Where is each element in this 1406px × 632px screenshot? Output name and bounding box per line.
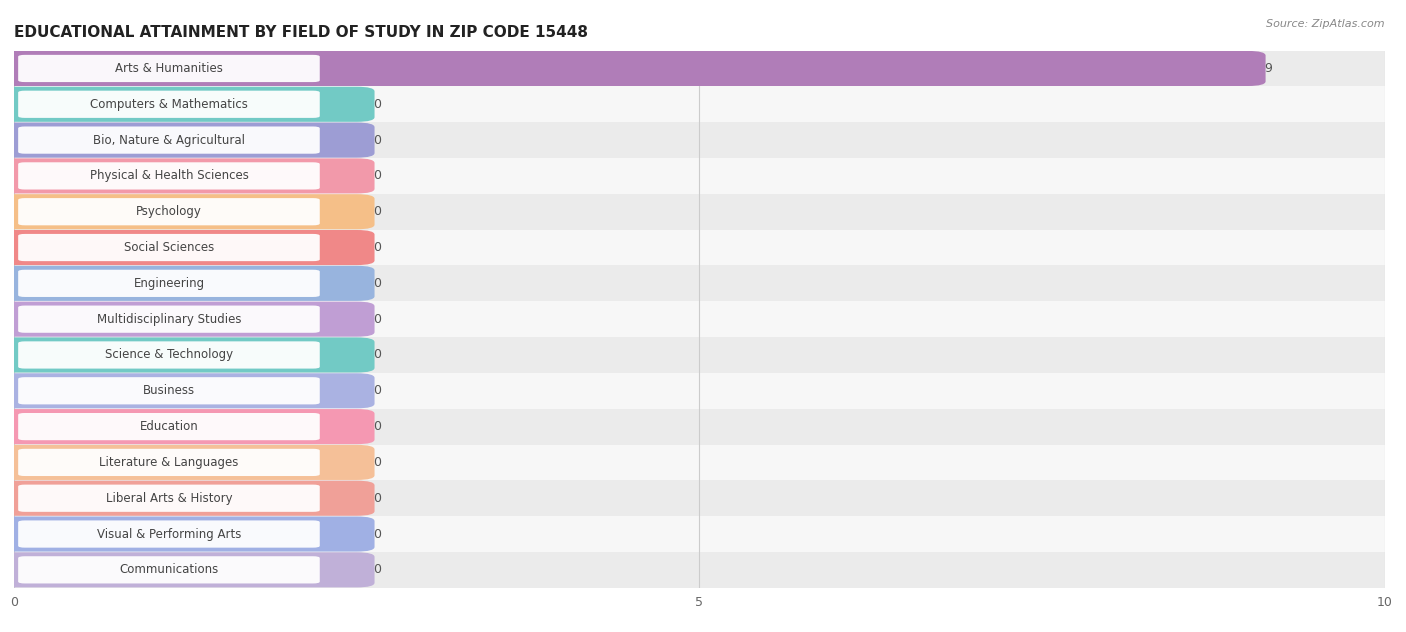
FancyBboxPatch shape: [0, 51, 1265, 86]
Text: Education: Education: [139, 420, 198, 433]
Text: 0: 0: [373, 277, 381, 290]
Text: 9: 9: [1264, 62, 1272, 75]
FancyBboxPatch shape: [18, 162, 319, 190]
Text: Visual & Performing Arts: Visual & Performing Arts: [97, 528, 242, 540]
Text: Business: Business: [143, 384, 195, 398]
Bar: [14, 229, 1385, 265]
Text: 0: 0: [373, 98, 381, 111]
FancyBboxPatch shape: [18, 341, 319, 368]
Text: 0: 0: [373, 492, 381, 505]
FancyBboxPatch shape: [0, 445, 374, 480]
Text: Science & Technology: Science & Technology: [105, 348, 233, 362]
FancyBboxPatch shape: [0, 337, 374, 372]
Text: Communications: Communications: [120, 563, 218, 576]
Text: 0: 0: [373, 169, 381, 183]
Bar: [14, 122, 1385, 158]
Text: Engineering: Engineering: [134, 277, 204, 290]
Text: Liberal Arts & History: Liberal Arts & History: [105, 492, 232, 505]
Bar: [14, 516, 1385, 552]
Text: 0: 0: [373, 563, 381, 576]
FancyBboxPatch shape: [0, 194, 374, 229]
Bar: [14, 158, 1385, 194]
Text: 0: 0: [373, 456, 381, 469]
FancyBboxPatch shape: [0, 374, 374, 408]
Bar: [14, 265, 1385, 301]
Text: Literature & Languages: Literature & Languages: [100, 456, 239, 469]
Bar: [14, 337, 1385, 373]
FancyBboxPatch shape: [18, 556, 319, 583]
Text: 0: 0: [373, 313, 381, 325]
FancyBboxPatch shape: [0, 301, 374, 337]
FancyBboxPatch shape: [0, 481, 374, 516]
FancyBboxPatch shape: [18, 198, 319, 226]
FancyBboxPatch shape: [18, 377, 319, 404]
Bar: [14, 444, 1385, 480]
Text: Social Sciences: Social Sciences: [124, 241, 214, 254]
Bar: [14, 51, 1385, 87]
FancyBboxPatch shape: [18, 520, 319, 548]
Text: 0: 0: [373, 348, 381, 362]
FancyBboxPatch shape: [0, 123, 374, 157]
FancyBboxPatch shape: [0, 552, 374, 587]
FancyBboxPatch shape: [18, 449, 319, 476]
FancyBboxPatch shape: [0, 266, 374, 301]
Bar: [14, 480, 1385, 516]
FancyBboxPatch shape: [0, 159, 374, 193]
Text: 0: 0: [373, 205, 381, 218]
Text: 0: 0: [373, 528, 381, 540]
Text: Multidisciplinary Studies: Multidisciplinary Studies: [97, 313, 242, 325]
Bar: [14, 194, 1385, 229]
Text: 0: 0: [373, 420, 381, 433]
FancyBboxPatch shape: [18, 55, 319, 82]
Bar: [14, 373, 1385, 409]
Text: Physical & Health Sciences: Physical & Health Sciences: [90, 169, 249, 183]
FancyBboxPatch shape: [18, 485, 319, 512]
FancyBboxPatch shape: [0, 516, 374, 552]
FancyBboxPatch shape: [18, 413, 319, 441]
Text: Psychology: Psychology: [136, 205, 202, 218]
Text: Arts & Humanities: Arts & Humanities: [115, 62, 224, 75]
FancyBboxPatch shape: [18, 126, 319, 154]
Text: 0: 0: [373, 241, 381, 254]
Text: 0: 0: [373, 384, 381, 398]
Bar: [14, 552, 1385, 588]
Text: Bio, Nature & Agricultural: Bio, Nature & Agricultural: [93, 133, 245, 147]
Text: Computers & Mathematics: Computers & Mathematics: [90, 98, 247, 111]
Bar: [14, 301, 1385, 337]
Text: Source: ZipAtlas.com: Source: ZipAtlas.com: [1267, 19, 1385, 29]
FancyBboxPatch shape: [0, 230, 374, 265]
FancyBboxPatch shape: [18, 90, 319, 118]
FancyBboxPatch shape: [0, 409, 374, 444]
FancyBboxPatch shape: [0, 87, 374, 122]
Bar: [14, 87, 1385, 122]
FancyBboxPatch shape: [18, 305, 319, 333]
Text: EDUCATIONAL ATTAINMENT BY FIELD OF STUDY IN ZIP CODE 15448: EDUCATIONAL ATTAINMENT BY FIELD OF STUDY…: [14, 25, 588, 40]
Bar: [14, 409, 1385, 444]
FancyBboxPatch shape: [18, 234, 319, 261]
FancyBboxPatch shape: [18, 270, 319, 297]
Text: 0: 0: [373, 133, 381, 147]
